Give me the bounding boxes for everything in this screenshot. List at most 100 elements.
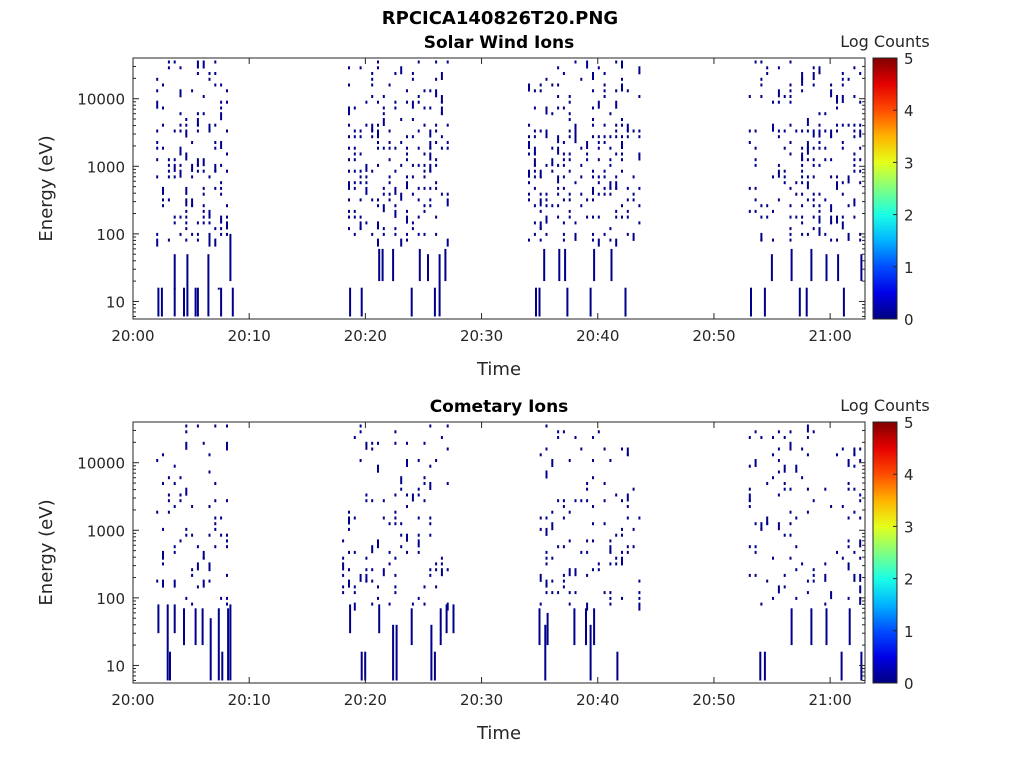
heatmap-cell: [440, 568, 443, 577]
heatmap-cell: [847, 123, 850, 127]
heatmap-cell: [847, 175, 850, 184]
low-energy-event: [860, 651, 863, 681]
low-energy-event: [585, 608, 587, 646]
heatmap-cell: [359, 66, 362, 70]
heatmap-cell: [783, 487, 786, 491]
heatmap-cell: [789, 556, 792, 560]
heatmap-cell: [406, 505, 408, 508]
low-energy-event: [349, 287, 352, 317]
heatmap-cell: [185, 227, 188, 231]
x-tick-label: 20:00: [111, 327, 154, 345]
heatmap-cell: [597, 146, 600, 150]
heatmap-cell: [748, 573, 751, 577]
heatmap-cell: [191, 602, 194, 606]
heatmap-cell: [795, 181, 798, 185]
heatmap-cell: [417, 215, 420, 219]
heatmap-cell: [394, 100, 397, 104]
heatmap-cell: [789, 238, 792, 242]
heatmap-cell: [226, 89, 228, 93]
heatmap-cell: [789, 232, 792, 236]
heatmap-cell: [220, 106, 223, 110]
heatmap-cell: [766, 204, 769, 208]
heatmap-cell: [568, 129, 571, 133]
colorbar-tick-label: 3: [904, 154, 914, 172]
heatmap-cell: [435, 129, 438, 133]
heatmap-cell: [411, 602, 414, 606]
heatmap-cell: [185, 118, 188, 121]
heatmap-cell: [214, 163, 217, 172]
heatmap-cell: [388, 141, 391, 144]
heatmap-cell: [818, 215, 821, 224]
heatmap-cell: [557, 430, 560, 434]
x-tick-label: 20:30: [460, 691, 503, 709]
heatmap-cell: [562, 573, 565, 577]
heatmap-cell: [632, 545, 635, 549]
heatmap-cell: [167, 510, 170, 514]
heatmap-cell: [812, 66, 815, 70]
low-energy-event: [221, 651, 224, 681]
heatmap-cell: [632, 232, 635, 241]
heatmap-cell: [533, 146, 536, 155]
heatmap-cell: [162, 482, 164, 485]
heatmap-cell: [841, 447, 844, 451]
heatmap-cell: [568, 135, 571, 139]
heatmap-cell: [836, 106, 838, 110]
heatmap-cell: [342, 591, 345, 595]
heatmap-cell: [638, 221, 641, 225]
y-tick-label: 10000: [77, 455, 125, 473]
heatmap-cell: [185, 215, 188, 219]
heatmap-cell: [214, 522, 217, 526]
heatmap-cell: [226, 232, 228, 236]
heatmap-cell: [156, 579, 159, 583]
heatmap-cell: [626, 550, 629, 554]
heatmap-cell: [795, 596, 798, 600]
heatmap-cell: [859, 129, 862, 138]
heatmap-cell: [394, 573, 397, 577]
heatmap-cell: [348, 66, 350, 70]
heatmap-cell: [214, 482, 217, 485]
heatmap-cell: [156, 232, 159, 236]
heatmap-cell: [394, 169, 397, 173]
heatmap-cell: [202, 550, 205, 559]
heatmap-cell: [388, 146, 391, 150]
heatmap-cell: [789, 186, 792, 190]
low-energy-event: [427, 254, 429, 282]
heatmap-cell: [609, 181, 612, 190]
heatmap-cell: [394, 430, 397, 434]
x-tick-label: 20:30: [460, 327, 503, 345]
heatmap-cell: [592, 232, 594, 236]
heatmap-cell: [836, 181, 838, 190]
heatmap-cell: [754, 129, 757, 133]
heatmap-cell: [859, 556, 862, 560]
heatmap-cell: [545, 579, 548, 588]
heatmap-cell: [353, 516, 356, 520]
heatmap-cell: [191, 163, 194, 172]
heatmap-cell: [173, 215, 176, 219]
heatmap-cell: [202, 209, 205, 213]
heatmap-cell: [342, 573, 345, 577]
heatmap-cell: [562, 198, 565, 202]
heatmap-cell: [766, 72, 769, 75]
heatmap-cell: [377, 441, 379, 445]
heatmap-cell: [388, 198, 391, 202]
heatmap-cell: [859, 158, 862, 162]
heatmap-cell: [179, 232, 182, 236]
heatmap-cell: [568, 510, 571, 514]
heatmap-cell: [162, 562, 164, 566]
heatmap-cell: [440, 146, 443, 150]
heatmap-cells: [156, 60, 863, 317]
heatmap-cell: [185, 221, 188, 225]
heatmap-cell: [580, 175, 583, 179]
heatmap-cell: [551, 579, 554, 583]
heatmap-cell: [220, 83, 223, 87]
heatmap-cell: [568, 215, 571, 219]
heatmap-cell: [841, 95, 844, 103]
heatmap-cell: [406, 459, 408, 467]
heatmap-cell: [801, 192, 804, 196]
heatmap-cell: [167, 476, 170, 480]
heatmap-cell: [179, 493, 182, 497]
heatmap-cell: [754, 573, 757, 577]
heatmap-cell: [348, 135, 350, 139]
heatmap-cell: [586, 482, 589, 485]
heatmap-cell: [173, 129, 176, 133]
